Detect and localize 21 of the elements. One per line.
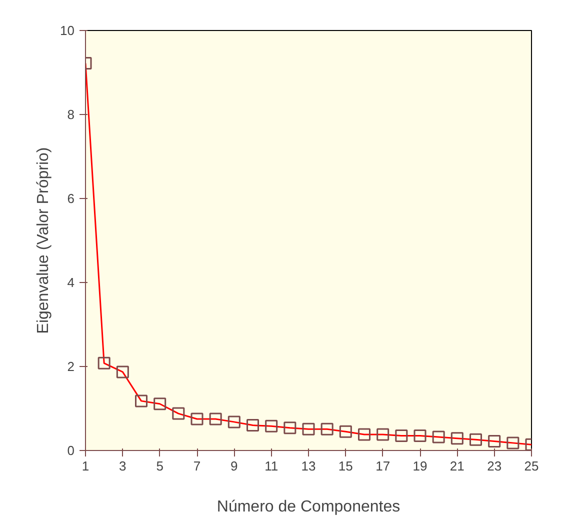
y-tick-label: 2	[67, 359, 75, 374]
x-tick-label: 5	[156, 458, 164, 474]
x-tick-label: 17	[376, 458, 390, 474]
y-tick-label: 8	[67, 107, 75, 122]
x-tick-label: 25	[524, 458, 539, 474]
x-axis-title: Número de Componentes	[216, 498, 400, 516]
x-tick-label: 21	[450, 458, 464, 474]
x-tick-label: 13	[301, 458, 316, 474]
x-tick-label: 19	[412, 458, 428, 474]
x-tick-label: 7	[193, 458, 201, 474]
y-tick-label: 10	[60, 23, 75, 38]
y-tick-label: 6	[67, 191, 75, 206]
x-tick-label: 15	[338, 458, 353, 474]
y-tick-label: 4	[67, 275, 75, 290]
x-tick-label: 9	[230, 458, 238, 474]
x-tick-label: 11	[264, 458, 278, 474]
x-tick-label: 3	[119, 458, 126, 474]
y-axis-title: Eigenvalue (Valor Próprio)	[35, 147, 52, 334]
x-tick-label: 1	[82, 458, 90, 474]
y-tick-label: 0	[67, 443, 75, 458]
x-tick-label: 23	[487, 458, 502, 474]
